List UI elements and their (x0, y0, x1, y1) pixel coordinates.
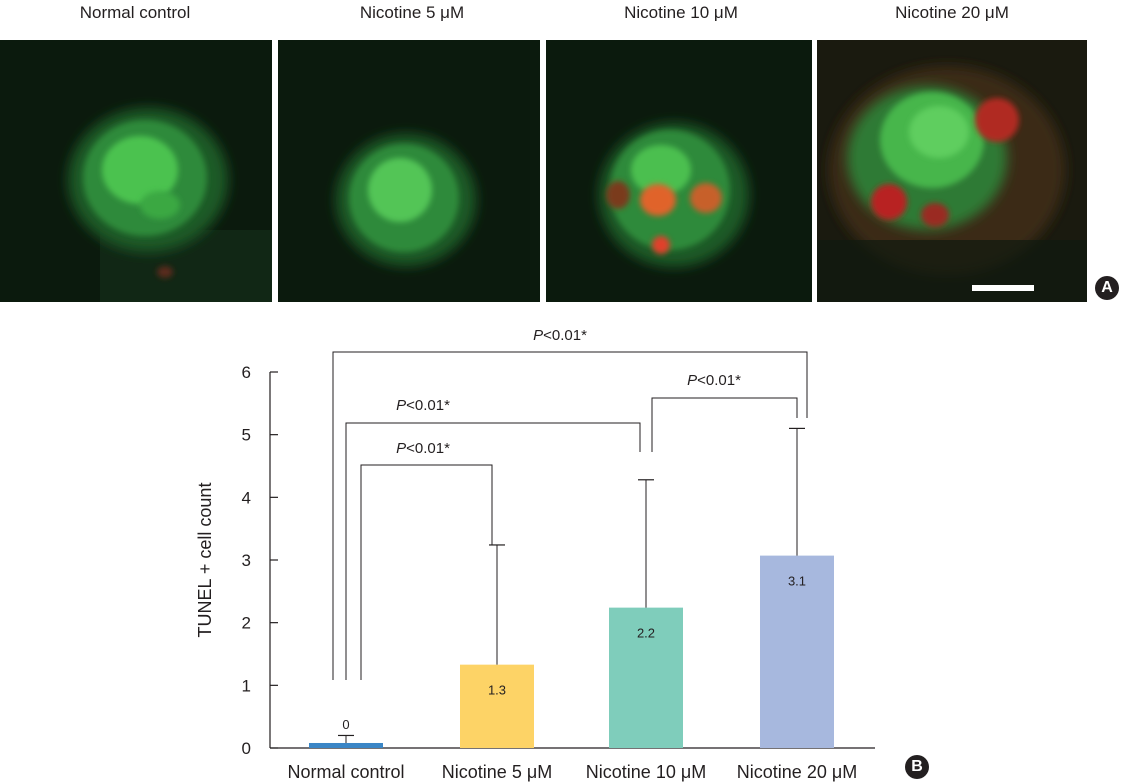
significance-label-0: P<0.01* (533, 327, 587, 344)
panel-a-badge: A (1095, 276, 1119, 300)
y-tick-label-5: 5 (242, 426, 251, 445)
significance-bracket-2 (360, 464, 493, 680)
y-tick-label-1: 1 (242, 676, 251, 695)
category-label-2: Nicotine 10 μM (586, 762, 706, 782)
bar-1 (460, 664, 534, 748)
significance-label-value-1: <0.01* (406, 397, 450, 414)
category-label-1: Nicotine 5 μM (442, 762, 552, 782)
micrograph-normal-control (0, 40, 272, 302)
micrograph-nicotine-10 (546, 40, 812, 302)
significance-label-value-3: <0.01* (697, 372, 741, 389)
category-label-0: Normal control (287, 762, 404, 782)
significance-label-p-3: P (687, 372, 697, 389)
bar-2 (609, 607, 683, 748)
bar-0 (309, 742, 383, 748)
significance-bracket-1 (345, 422, 641, 680)
image-label-nicotine-20: Nicotine 20 μM (895, 3, 1009, 22)
significance-label-1: P<0.01* (396, 397, 450, 414)
significance-label-p-2: P (396, 440, 406, 457)
significance-label-2: P<0.01* (396, 440, 450, 457)
significance-bracket-3 (651, 397, 798, 452)
value-label-0: 0 (342, 717, 349, 732)
y-tick-label-2: 2 (242, 614, 251, 633)
y-tick-label-0: 0 (242, 739, 251, 758)
significance-label-value-2: <0.01* (406, 440, 450, 457)
micrograph-nicotine-20 (817, 40, 1087, 302)
significance-label-value-0: <0.01* (543, 327, 587, 344)
significance-bracket-0 (332, 351, 808, 680)
panel-b-badge: B (905, 755, 929, 779)
significance-label-3: P<0.01* (687, 372, 741, 389)
image-label-nicotine-5: Nicotine 5 μM (359, 3, 465, 22)
value-label-1: 1.3 (488, 683, 506, 698)
y-tick-label-4: 4 (242, 488, 251, 507)
image-label-nicotine-10: Nicotine 10 μM (624, 3, 738, 22)
scale-bar (972, 285, 1034, 291)
y-tick-label-3: 3 (242, 551, 251, 570)
value-label-2: 2.2 (637, 626, 655, 641)
value-label-3: 3.1 (788, 574, 806, 589)
significance-label-p-0: P (533, 327, 543, 344)
bar-3 (760, 555, 834, 748)
category-label-3: Nicotine 20 μM (737, 762, 857, 782)
significance-label-p-1: P (396, 397, 406, 414)
micrograph-nicotine-5 (278, 40, 540, 302)
y-axis-label: TUNEL + cell count (195, 483, 215, 638)
image-label-normal-control: Normal control (79, 3, 191, 22)
y-tick-label-6: 6 (242, 363, 251, 382)
